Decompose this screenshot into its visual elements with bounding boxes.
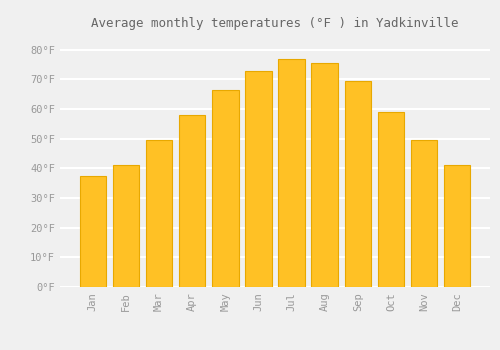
- Bar: [344, 81, 371, 287]
- Bar: [278, 59, 305, 287]
- Bar: [378, 112, 404, 287]
- Bar: [411, 140, 438, 287]
- Bar: [80, 176, 106, 287]
- Bar: [146, 140, 172, 287]
- Bar: [312, 63, 338, 287]
- Bar: [245, 71, 272, 287]
- Bar: [112, 166, 139, 287]
- Bar: [212, 90, 238, 287]
- Bar: [444, 166, 470, 287]
- Bar: [179, 115, 206, 287]
- Title: Average monthly temperatures (°F ) in Yadkinville: Average monthly temperatures (°F ) in Ya…: [91, 17, 459, 30]
